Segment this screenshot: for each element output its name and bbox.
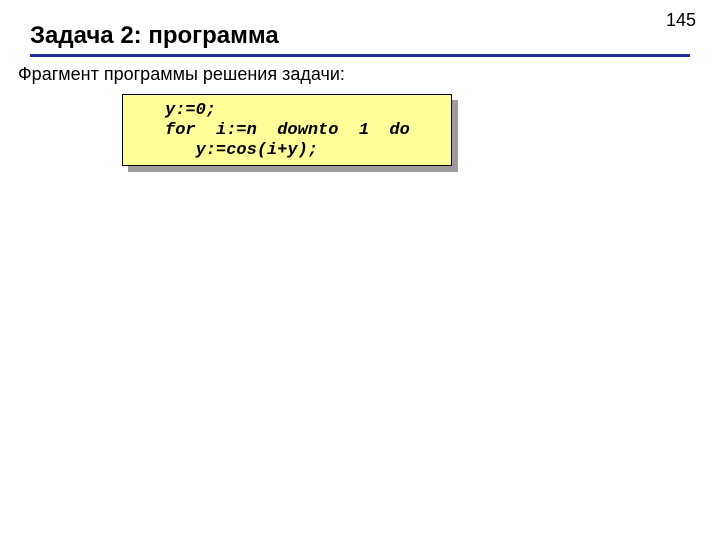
code-box: y:=0; for i:=n downto 1 do y:=cos(i+y); — [122, 94, 452, 166]
code-line-1: y:=0; — [165, 101, 441, 121]
page-number: 145 — [666, 10, 696, 31]
code-line-3: y:=cos(i+y); — [165, 141, 441, 161]
subtitle-text: Фрагмент программы решения задачи: — [18, 64, 345, 85]
slide: 145 Задача 2: программа Фрагмент програм… — [0, 0, 720, 540]
page-title: Задача 2: программа — [30, 22, 279, 50]
title-underline — [30, 54, 690, 57]
code-line-2: for i:=n downto 1 do — [165, 121, 441, 141]
